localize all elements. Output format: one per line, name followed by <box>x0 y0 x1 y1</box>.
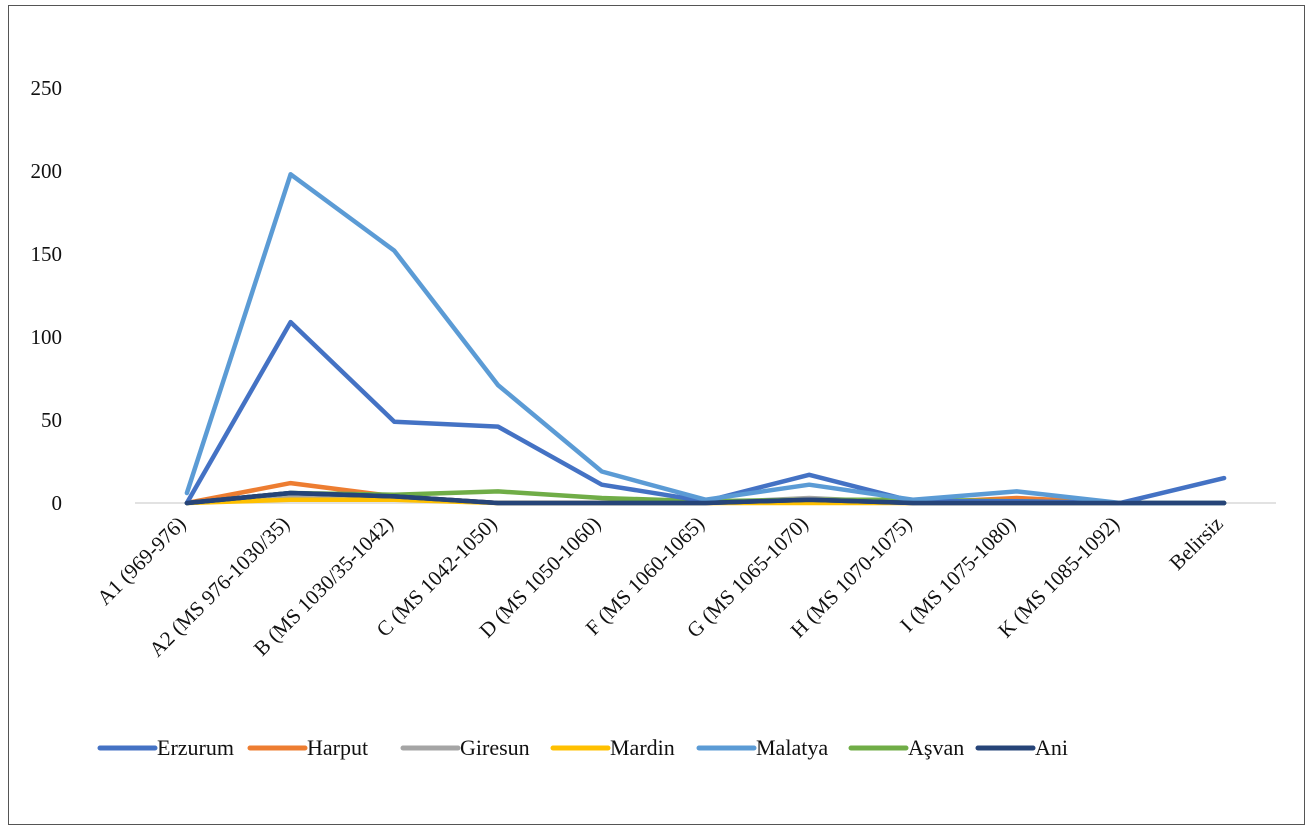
series-line-malatya <box>184 172 1227 506</box>
y-tick-label: 100 <box>31 325 63 349</box>
legend-item-erzurum: Erzurum <box>97 735 234 760</box>
y-tick-label: 0 <box>52 491 63 515</box>
legend-label: Giresun <box>460 735 530 760</box>
legend-label: Erzurum <box>157 735 234 760</box>
legend-item-giresun: Giresun <box>400 735 530 760</box>
legend-item-aşvan: Aşvan <box>848 735 964 760</box>
y-axis-ticks: 0 50 100 150 200 250 <box>31 76 63 515</box>
legend-item-mardin: Mardin <box>550 735 675 760</box>
legend: Erzurum Harput Giresun Mardin Malatya Aşvan An… <box>97 735 1068 760</box>
x-axis-ticks: A1 (969-976)A2 (MS 976-1030/35)B (MS 103… <box>92 512 1227 662</box>
x-tick-label: Belirsiz <box>1165 512 1228 575</box>
legend-item-harput: Harput <box>247 735 368 760</box>
series-line-ani-overlay <box>184 490 1227 506</box>
legend-label: Mardin <box>610 735 675 760</box>
y-tick-label: 250 <box>31 76 63 100</box>
x-tick-label: A1 (969-976) <box>92 512 190 610</box>
y-tick-label: 200 <box>31 159 63 183</box>
series-lines <box>184 172 1227 506</box>
y-tick-label: 150 <box>31 242 63 266</box>
legend-label: Aşvan <box>908 735 964 760</box>
chart-frame <box>8 5 1305 825</box>
y-tick-label: 50 <box>41 408 62 432</box>
legend-item-ani: Ani <box>975 735 1068 760</box>
legend-label: Malatya <box>756 735 828 760</box>
series-line-erzurum <box>184 319 1227 506</box>
legend-item-malatya: Malatya <box>696 735 828 760</box>
legend-label: Harput <box>307 735 368 760</box>
legend-label: Ani <box>1035 735 1068 760</box>
